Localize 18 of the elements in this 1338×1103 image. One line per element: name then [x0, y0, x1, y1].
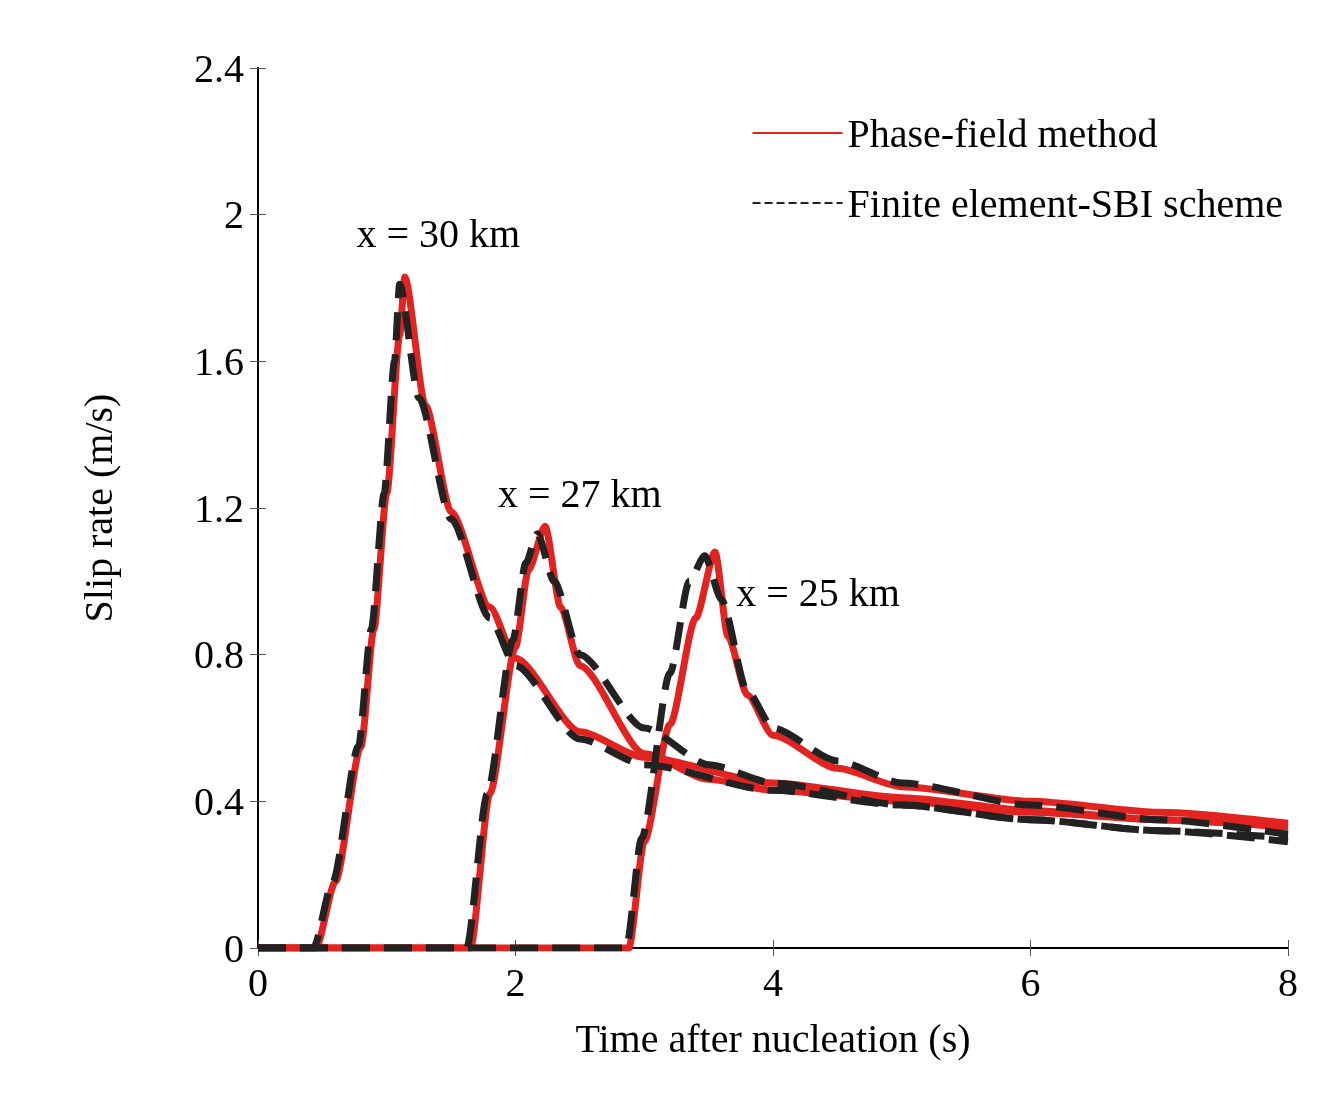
annotation: x = 27 km — [498, 470, 662, 516]
y-tick-label: 1.6 — [194, 338, 244, 384]
x-tick-label: 4 — [763, 959, 783, 1005]
annotation: x = 30 km — [356, 210, 521, 256]
annotation: x = 25 km — [736, 569, 900, 615]
y-tick-label: 1.2 — [194, 485, 244, 531]
legend-label: Finite element-SBI scheme — [847, 180, 1283, 226]
x-axis-title: Time after nucleation (s) — [575, 1015, 971, 1061]
y-tick-label: 0.4 — [194, 778, 244, 824]
x-tick-label: 2 — [505, 959, 526, 1005]
y-tick-label: 2.4 — [194, 45, 244, 91]
x-tick-label: 8 — [1278, 959, 1298, 1005]
y-axis-title: Slip rate (m/s) — [75, 393, 121, 623]
y-tick-label: 0 — [224, 925, 244, 971]
y-tick-label: 0.8 — [194, 632, 244, 678]
y-tick-label: 2 — [224, 192, 244, 238]
x-tick-label: 6 — [1020, 959, 1041, 1005]
legend-label: Phase-field method — [847, 110, 1158, 156]
